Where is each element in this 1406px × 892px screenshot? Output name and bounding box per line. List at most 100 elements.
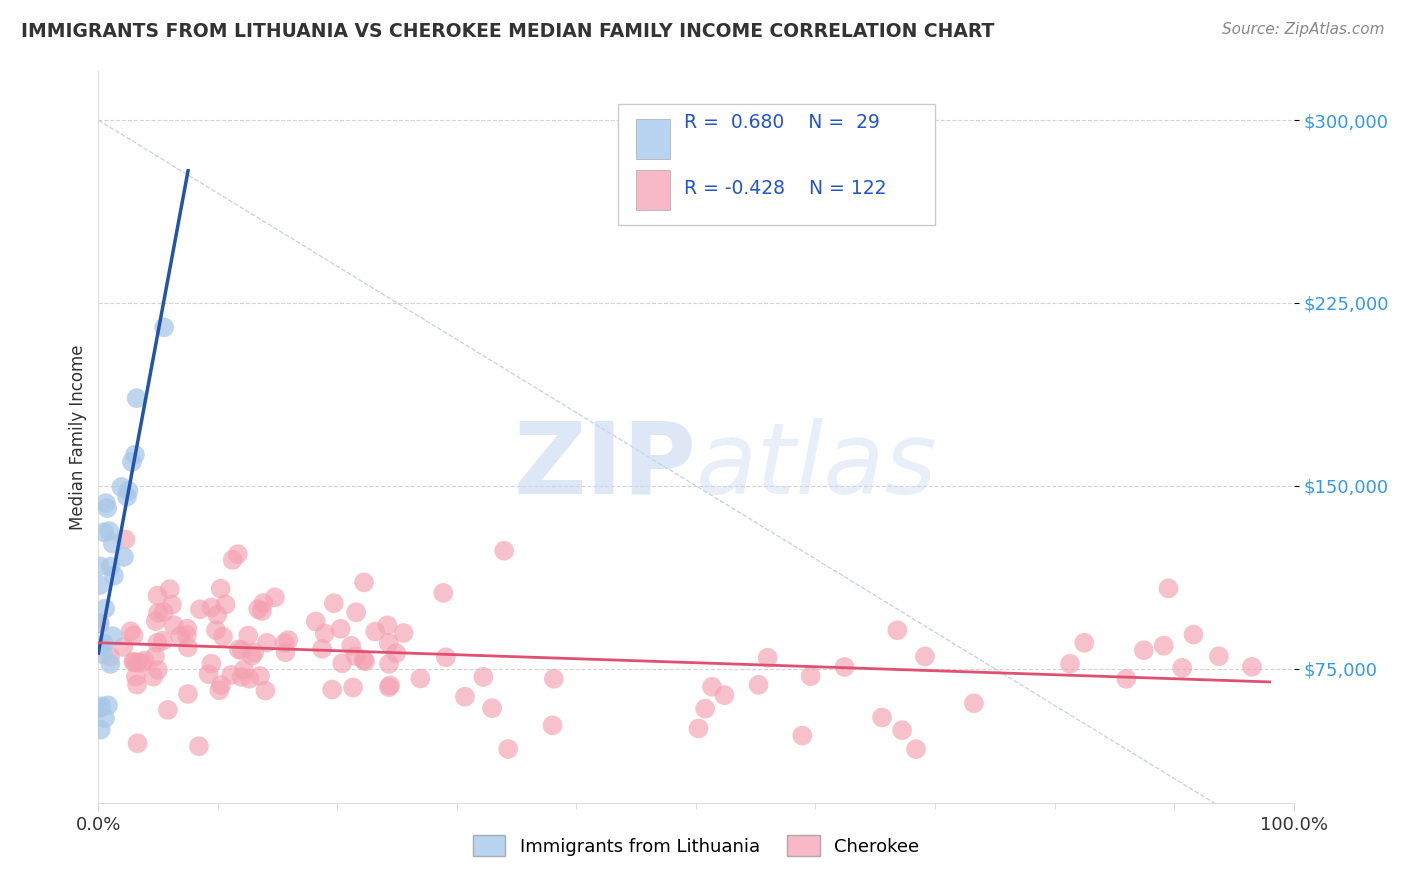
Point <box>159 582 181 596</box>
Point <box>156 703 179 717</box>
Point <box>905 742 928 756</box>
Point <box>97 698 120 713</box>
Point <box>134 654 156 668</box>
Point <box>1153 639 1175 653</box>
Point <box>322 596 344 610</box>
Point <box>342 681 364 695</box>
Point <box>153 320 176 334</box>
Point <box>870 710 893 724</box>
Point <box>353 575 375 590</box>
Point <box>695 701 717 715</box>
Point <box>112 549 135 564</box>
Point <box>496 742 519 756</box>
Text: ZIP: ZIP <box>513 417 696 515</box>
Point <box>143 649 166 664</box>
Point <box>122 655 145 669</box>
Point <box>91 648 114 662</box>
Point <box>208 683 231 698</box>
Point <box>117 483 139 498</box>
Point <box>274 636 297 650</box>
Point <box>200 600 222 615</box>
Point <box>891 723 914 738</box>
Point <box>321 682 343 697</box>
Point <box>247 602 270 616</box>
Point <box>378 678 401 692</box>
Point <box>176 628 198 642</box>
Point <box>101 629 124 643</box>
Point <box>98 524 121 538</box>
Point <box>311 641 333 656</box>
Point <box>228 642 250 657</box>
Point <box>177 687 200 701</box>
Point <box>124 448 146 462</box>
Legend: Immigrants from Lithuania, Cherokee: Immigrants from Lithuania, Cherokee <box>465 828 927 863</box>
Point <box>240 648 263 663</box>
Point <box>207 607 229 622</box>
Point <box>481 701 503 715</box>
Point <box>340 639 363 653</box>
Point <box>89 559 111 574</box>
Point <box>377 636 399 650</box>
Point <box>377 618 399 632</box>
Point <box>1115 672 1137 686</box>
Point <box>127 656 149 670</box>
Point <box>145 614 167 628</box>
Point <box>314 626 336 640</box>
Point <box>713 688 735 702</box>
Point <box>378 657 401 671</box>
Point <box>146 663 169 677</box>
Point <box>274 645 297 659</box>
Point <box>1133 643 1156 657</box>
Point <box>231 670 253 684</box>
Y-axis label: Median Family Income: Median Family Income <box>69 344 87 530</box>
Point <box>98 657 122 671</box>
Point <box>90 723 112 737</box>
Point <box>472 670 495 684</box>
Point <box>226 547 249 561</box>
Point <box>432 586 454 600</box>
Point <box>305 615 328 629</box>
Point <box>98 649 121 664</box>
Point <box>122 628 145 642</box>
Point <box>392 626 415 640</box>
Point <box>94 711 117 725</box>
Point <box>330 657 353 671</box>
Point <box>1073 636 1095 650</box>
Point <box>89 617 111 632</box>
Point <box>364 624 387 639</box>
Point <box>205 623 228 637</box>
FancyBboxPatch shape <box>637 170 669 211</box>
Point <box>344 605 367 619</box>
Point <box>114 533 136 547</box>
FancyBboxPatch shape <box>619 104 935 225</box>
Point <box>886 624 908 638</box>
Point <box>543 672 565 686</box>
Point <box>110 480 132 494</box>
Point <box>1182 627 1205 641</box>
Point <box>249 669 271 683</box>
Point <box>121 455 143 469</box>
Point <box>688 722 710 736</box>
Point <box>494 543 516 558</box>
Point <box>800 669 823 683</box>
Point <box>200 657 222 671</box>
Point <box>541 718 564 732</box>
Point <box>277 633 299 648</box>
Point <box>1059 657 1081 671</box>
Point <box>252 596 274 610</box>
Point <box>409 672 432 686</box>
Point <box>127 736 149 750</box>
Point <box>125 670 148 684</box>
Point <box>89 615 111 630</box>
Point <box>163 618 186 632</box>
Point <box>152 633 174 648</box>
Point <box>93 525 115 540</box>
Point <box>238 672 260 686</box>
Point <box>1157 582 1180 596</box>
Point <box>146 589 169 603</box>
Point <box>131 656 153 670</box>
Point <box>212 630 235 644</box>
Point <box>146 636 169 650</box>
Point <box>238 629 260 643</box>
Point <box>176 622 198 636</box>
